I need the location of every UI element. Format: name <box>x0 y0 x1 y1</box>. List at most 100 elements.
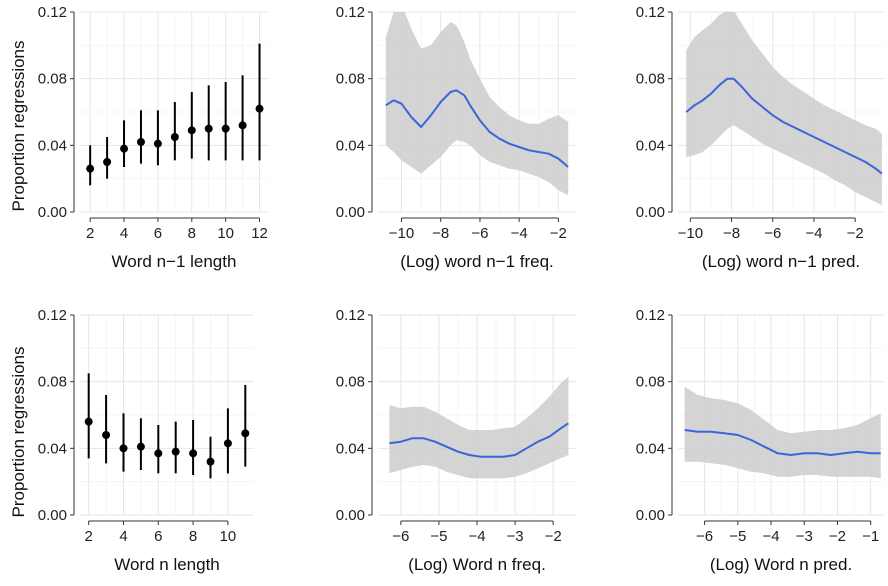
y-axis-label-row-2: Proportion regressions <box>9 346 28 517</box>
x-tick-label: −2 <box>550 225 567 242</box>
x-tick-label: 10 <box>220 528 237 545</box>
fit-line <box>385 89 569 168</box>
data-point <box>136 138 145 146</box>
y-tick-label: 0.08 <box>636 71 665 88</box>
x-tick-label: −8 <box>432 225 449 242</box>
x-tick-label: −3 <box>507 528 524 545</box>
confidence-band <box>385 12 569 196</box>
data-point <box>119 444 128 453</box>
y-tick-label: 0.00 <box>336 204 365 221</box>
fit-line <box>685 77 883 175</box>
x-tick-label: 10 <box>217 225 234 242</box>
x-tick-label: −6 <box>471 225 488 242</box>
data-point <box>103 158 112 166</box>
data-point <box>204 124 213 133</box>
x-tick-label: 6 <box>154 528 162 545</box>
fit-line <box>389 422 569 458</box>
x-tick-label: 8 <box>188 225 196 242</box>
data-point <box>171 447 180 456</box>
y-tick-label: 0.08 <box>38 374 67 391</box>
data-point <box>86 164 95 173</box>
y-tick-label: 0.12 <box>38 307 67 324</box>
data-point <box>206 457 215 466</box>
data-point <box>170 133 179 141</box>
y-tick-label: 0.08 <box>336 374 365 391</box>
y-tick-label: 0.04 <box>38 440 67 457</box>
x-tick-label: −5 <box>729 528 746 545</box>
data-point <box>120 144 129 153</box>
x-tick-label: −10 <box>678 225 703 242</box>
y-tick-label: 0.12 <box>38 4 67 21</box>
x-tick-label: −2 <box>829 528 846 545</box>
x-tick-label: −6 <box>696 528 713 545</box>
y-axis-label-bottom: Proportion regressions <box>9 346 28 517</box>
x-tick-label: −4 <box>468 528 485 545</box>
panel-6: 0.00 0.04 0.08 0.12 −6 −5 −4 −3 −2 −1 (Log) Word n… <box>636 307 884 574</box>
panel-1: 0.00 0.04 0.08 0.12 2 4 6 8 10 12 Word n−1 length <box>38 4 268 271</box>
data-point <box>136 442 145 451</box>
x-tick-label: −4 <box>511 225 528 242</box>
y-tick-label: 0.04 <box>336 440 365 457</box>
confidence-band <box>686 12 882 206</box>
y-tick-label: 0.00 <box>636 507 665 524</box>
data-point <box>154 449 163 458</box>
x-axis-title: Word n length <box>114 555 220 574</box>
panel-3: 0.00 0.04 0.08 0.12 −10 −8 −6 −4 −2 (Log) word n−… <box>636 4 884 271</box>
panel-5: 0.00 0.04 0.08 0.12 −6 −5 −4 −3 −2 (Log) Word n f… <box>336 307 576 574</box>
x-axis-title: (Log) word n−1 pred. <box>702 252 860 271</box>
y-axis-label-row-1: Proportion regressions <box>9 40 28 211</box>
data-point <box>255 104 264 113</box>
x-axis-title: (Log) Word n freq. <box>408 555 546 574</box>
x-tick-label: 12 <box>251 225 268 242</box>
x-tick-label: −10 <box>389 225 414 242</box>
x-tick-label: −6 <box>764 225 781 242</box>
y-tick-label: 0.12 <box>636 4 665 21</box>
data-point <box>241 429 250 438</box>
x-tick-label: 6 <box>154 225 162 242</box>
data-point <box>102 431 111 439</box>
data-point <box>223 439 232 448</box>
y-tick-label: 0.04 <box>636 137 665 154</box>
y-tick-label: 0.04 <box>38 137 67 154</box>
y-tick-label: 0.12 <box>336 307 365 324</box>
fit-line <box>684 429 881 456</box>
y-tick-label: 0.04 <box>636 440 665 457</box>
x-tick-label: −5 <box>430 528 447 545</box>
x-axis-title: (Log) Word n pred. <box>710 555 852 574</box>
x-tick-label: −4 <box>805 225 822 242</box>
panel-2: 0.00 0.04 0.08 0.12 −10 −8 −6 −4 −2 (Log) word n−… <box>336 4 576 271</box>
y-tick-label: 0.00 <box>336 507 365 524</box>
x-axis-title: (Log) word n−1 freq. <box>400 252 554 271</box>
y-tick-label: 0.00 <box>38 204 67 221</box>
y-tick-label: 0.12 <box>336 4 365 21</box>
x-tick-label: −1 <box>862 528 879 545</box>
data-point <box>187 126 196 135</box>
y-tick-label: 0.00 <box>38 507 67 524</box>
y-tick-label: 0.04 <box>336 137 365 154</box>
data-point <box>84 417 93 426</box>
x-tick-label: 8 <box>189 528 197 545</box>
confidence-band <box>389 376 569 479</box>
data-point <box>153 139 162 148</box>
x-tick-label: 4 <box>120 225 128 242</box>
x-tick-label: −2 <box>847 225 864 242</box>
data-point <box>189 449 198 458</box>
x-tick-label: −8 <box>723 225 740 242</box>
y-tick-label: 0.08 <box>38 71 67 88</box>
y-tick-label: 0.08 <box>636 374 665 391</box>
data-point <box>221 124 230 133</box>
x-tick-label: −4 <box>762 528 779 545</box>
y-tick-label: 0.00 <box>636 204 665 221</box>
x-tick-label: 4 <box>119 528 127 545</box>
y-tick-label: 0.12 <box>636 307 665 324</box>
x-axis-title: Word n−1 length <box>112 252 237 271</box>
x-tick-label: −3 <box>796 528 813 545</box>
x-tick-label: −6 <box>392 528 409 545</box>
y-tick-label: 0.08 <box>336 71 365 88</box>
x-tick-label: −2 <box>545 528 562 545</box>
x-tick-label: 2 <box>86 225 94 242</box>
y-axis-label-top: Proportion regressions <box>9 40 28 211</box>
data-point <box>238 121 247 130</box>
